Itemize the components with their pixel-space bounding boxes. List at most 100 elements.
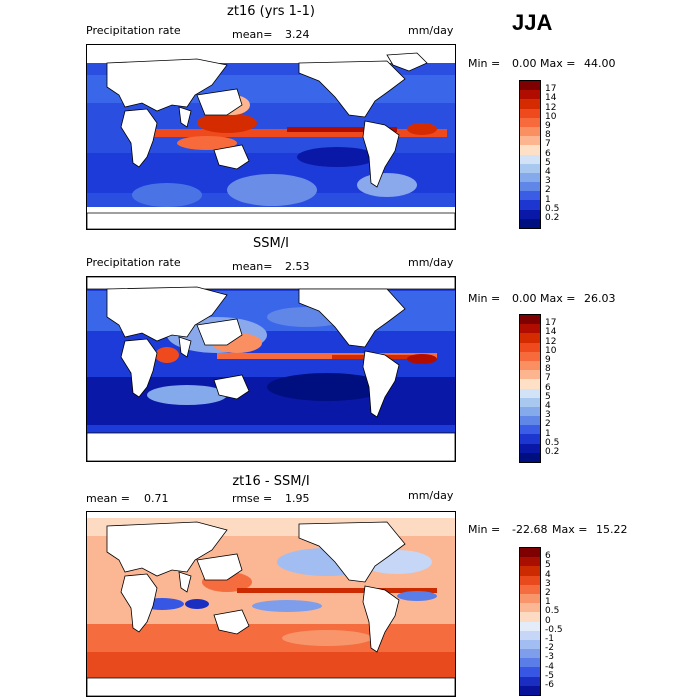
colorbar-segment: [520, 406, 540, 417]
colorbar-label: 12: [545, 102, 557, 113]
colorbar-label: 0.5: [545, 606, 560, 617]
colorbar-segment: [520, 136, 540, 146]
colorbar-label: 0.2: [545, 213, 560, 223]
colorbar-label: 5: [545, 391, 551, 402]
colorbar-label: 1: [545, 428, 551, 439]
colorbar-label: 0: [545, 615, 551, 626]
colorbar-label: 9: [545, 355, 551, 365]
colorbar-label: 4: [545, 569, 551, 580]
colorbar-label: 7: [545, 139, 551, 150]
colorbar-label: 3: [545, 410, 551, 421]
colorbar-segment: [520, 425, 540, 435]
panel1-map: [86, 44, 456, 230]
colorbar-segment: [520, 630, 540, 640]
colorbar-label: 5: [545, 560, 551, 571]
colorbar-label: -3: [545, 652, 554, 663]
colorbar-label: 8: [545, 364, 551, 375]
colorbar-segment: [520, 557, 540, 567]
panel2-title: SSM/I: [253, 236, 289, 251]
colorbar-label: 4: [545, 401, 551, 411]
colorbar-label: 17: [545, 318, 557, 329]
colorbar-label: 2: [545, 419, 551, 430]
colorbar-label: 8: [545, 130, 551, 141]
panel1-field-label: Precipitation rate: [86, 24, 181, 37]
colorbar-label: 0.5: [545, 437, 560, 448]
colorbar-segment: [520, 676, 540, 686]
colorbar-segment: [520, 575, 540, 585]
panel1-max-value: 44.00: [584, 57, 616, 70]
colorbar-segment: [520, 603, 540, 613]
panel1-min-value: 0.00: [512, 57, 537, 70]
colorbar-segment: [520, 191, 540, 201]
panel1-title: zt16 (yrs 1-1): [227, 4, 315, 19]
colorbar-segment: [520, 108, 540, 118]
colorbar-segment: [520, 324, 540, 334]
panel3-min-value: -22.68: [512, 523, 548, 536]
panel3-min-label: Min =: [468, 523, 501, 536]
panel1-max-label: Max =: [540, 57, 576, 70]
colorbar-segment: [520, 388, 540, 398]
panel3-mean-value: 0.71: [144, 492, 169, 505]
colorbar-label: 10: [545, 345, 557, 356]
panel2-max-value: 26.03: [584, 292, 616, 305]
panel2-field-label: Precipitation rate: [86, 256, 181, 269]
colorbar-segment: [520, 452, 540, 462]
colorbar-segment: [520, 200, 540, 210]
panel3-rmse-label: rmse =: [232, 492, 273, 505]
colorbar-segment: [520, 667, 540, 677]
colorbar-segment: [520, 612, 540, 622]
panel1-min-label: Min =: [468, 57, 501, 70]
colorbar-label: -4: [545, 661, 554, 672]
panel1-colorbar: [519, 80, 541, 229]
panel2-min-label: Min =: [468, 292, 501, 305]
panel3-colorbar: [519, 547, 541, 696]
colorbar-label: 17: [545, 84, 557, 95]
colorbar-label: 2: [545, 588, 551, 598]
colorbar-segment: [520, 416, 540, 426]
colorbar-segment: [520, 685, 540, 695]
colorbar-segment: [520, 182, 540, 192]
panel2-max-label: Max =: [540, 292, 576, 305]
colorbar-segment: [520, 145, 540, 155]
panel1-units: mm/day: [408, 24, 454, 37]
colorbar-segment: [520, 360, 540, 371]
season-label: JJA: [512, 10, 553, 35]
panel2-map: [86, 276, 456, 462]
panel3-map: [86, 511, 456, 697]
colorbar-segment: [520, 209, 540, 219]
panel3-rmse-value: 1.95: [285, 492, 310, 505]
colorbar-label: 14: [545, 327, 557, 338]
colorbar-label: 12: [545, 336, 557, 347]
colorbar-label: -6: [545, 680, 554, 690]
colorbar-segment: [520, 342, 540, 352]
colorbar-segment: [520, 649, 540, 659]
colorbar-label: 4: [545, 167, 551, 177]
panel1-mean-label: mean=: [232, 28, 273, 41]
colorbar-segment: [520, 379, 540, 389]
panel3-max-value: 15.22: [596, 523, 628, 536]
colorbar-label: -1: [545, 634, 554, 644]
colorbar-label: 0.5: [545, 203, 560, 214]
panel3-title: zt16 - SSM/I: [232, 474, 310, 489]
colorbar-segment: [520, 90, 540, 100]
panel1-mean-value: 3.24: [285, 28, 310, 41]
colorbar-segment: [520, 658, 540, 668]
colorbar-label: 9: [545, 121, 551, 131]
colorbar-label: 6: [545, 382, 551, 393]
colorbar-label: 6: [545, 551, 551, 562]
colorbar-segment: [520, 172, 540, 183]
panel2-mean-value: 2.53: [285, 260, 310, 273]
colorbar-label: -5: [545, 670, 554, 681]
colorbar-segment: [520, 443, 540, 453]
colorbar-segment: [520, 370, 540, 380]
colorbar-segment: [520, 548, 540, 558]
colorbar-segment: [520, 566, 540, 576]
colorbar-label: 10: [545, 111, 557, 122]
colorbar-label: 2: [545, 185, 551, 196]
colorbar-label: 1: [545, 597, 551, 608]
colorbar-label: 3: [545, 578, 551, 589]
colorbar-segment: [520, 315, 540, 325]
colorbar-segment: [520, 117, 540, 127]
colorbar-label: 7: [545, 373, 551, 384]
colorbar-label: -0.5: [545, 624, 563, 635]
